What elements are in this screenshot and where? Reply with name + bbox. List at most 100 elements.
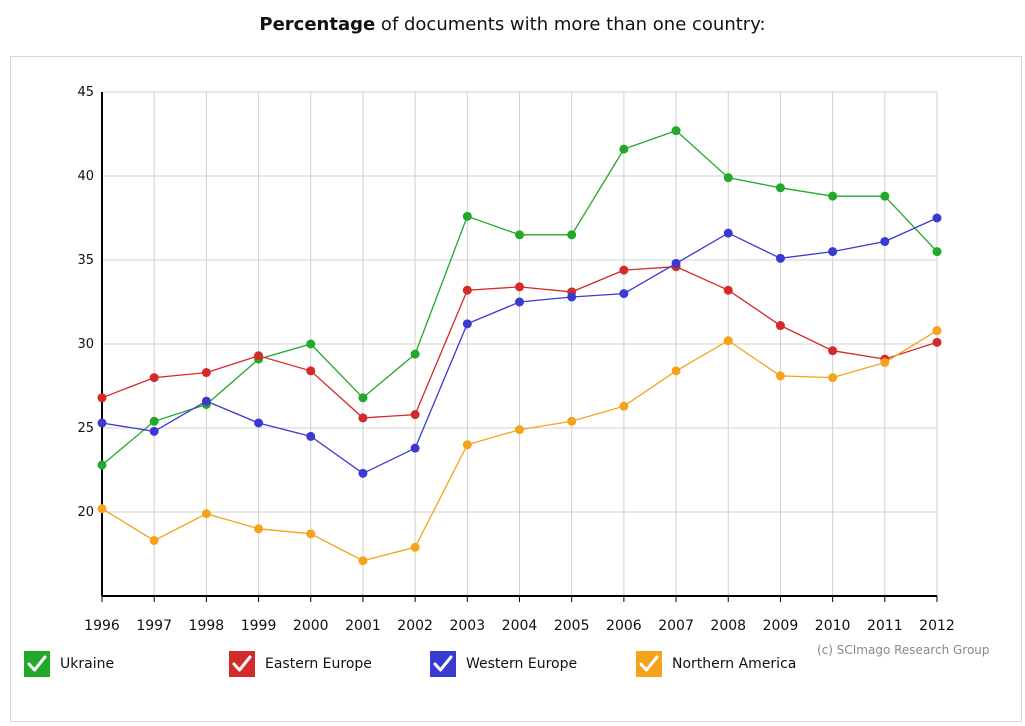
chart-title-bold: Percentage bbox=[259, 14, 376, 35]
data-point-ukraine bbox=[515, 230, 524, 240]
data-point-ukraine bbox=[723, 173, 733, 183]
data-point-northern-america bbox=[306, 529, 316, 539]
x-tick-label: 2002 bbox=[397, 618, 433, 634]
data-point-northern-america bbox=[254, 524, 264, 534]
chart-title-rest: of documents with more than one country: bbox=[375, 14, 766, 35]
legend-label: Northern America bbox=[672, 656, 797, 672]
x-tick-label: 2004 bbox=[502, 618, 538, 634]
data-point-ukraine bbox=[306, 339, 316, 349]
checkmark-icon[interactable] bbox=[229, 651, 255, 677]
data-point-northern-america bbox=[932, 326, 942, 336]
data-point-northern-america bbox=[201, 509, 211, 519]
data-point-ukraine bbox=[97, 460, 107, 470]
y-tick-label: 30 bbox=[77, 337, 94, 352]
data-point-western-europe bbox=[723, 228, 733, 238]
data-point-eastern-europe bbox=[828, 346, 838, 356]
x-tick-label: 1998 bbox=[189, 618, 225, 634]
data-point-western-europe bbox=[932, 213, 942, 223]
data-point-western-europe bbox=[880, 237, 890, 247]
data-point-northern-america bbox=[619, 401, 629, 411]
chart-title: Percentage of documents with more than o… bbox=[0, 14, 1025, 35]
x-tick-label: 1997 bbox=[136, 618, 172, 634]
data-point-northern-america bbox=[358, 556, 368, 566]
data-point-western-europe bbox=[97, 418, 107, 428]
legend-item-eastern-europe[interactable]: Eastern Europe bbox=[229, 651, 372, 677]
x-tick-label: 1999 bbox=[241, 618, 277, 634]
data-point-ukraine bbox=[410, 349, 420, 359]
data-point-western-europe bbox=[306, 431, 316, 441]
legend-label: Ukraine bbox=[60, 656, 115, 672]
y-tick-label: 45 bbox=[77, 85, 94, 100]
x-tick-label: 2003 bbox=[449, 618, 485, 634]
x-tick-label: 2007 bbox=[658, 618, 694, 634]
data-point-ukraine bbox=[671, 126, 681, 136]
data-point-western-europe bbox=[358, 468, 368, 478]
data-point-eastern-europe bbox=[149, 373, 159, 383]
data-point-eastern-europe bbox=[358, 413, 368, 423]
data-point-ukraine bbox=[932, 247, 942, 257]
data-point-western-europe bbox=[201, 396, 211, 406]
x-tick-label: 2001 bbox=[345, 618, 381, 634]
data-point-eastern-europe bbox=[462, 285, 472, 295]
x-tick-label: 2000 bbox=[293, 618, 329, 634]
chart-frame bbox=[10, 56, 1022, 722]
data-point-eastern-europe bbox=[410, 410, 420, 420]
data-point-northern-america bbox=[775, 371, 785, 381]
checkmark-icon[interactable] bbox=[430, 651, 456, 677]
data-point-northern-america bbox=[410, 542, 420, 552]
data-point-western-europe bbox=[775, 253, 785, 263]
data-point-eastern-europe bbox=[306, 366, 316, 376]
x-tick-label: 1996 bbox=[84, 618, 120, 634]
data-point-ukraine bbox=[149, 416, 159, 426]
data-point-northern-america bbox=[149, 536, 159, 546]
data-point-eastern-europe bbox=[201, 368, 211, 378]
data-point-eastern-europe bbox=[254, 351, 264, 361]
data-point-northern-america bbox=[515, 425, 524, 435]
data-point-northern-america bbox=[723, 336, 733, 346]
data-point-ukraine bbox=[358, 393, 368, 403]
data-point-northern-america bbox=[462, 440, 472, 450]
data-point-eastern-europe bbox=[932, 337, 942, 347]
x-tick-label: 2009 bbox=[763, 618, 799, 634]
data-point-ukraine bbox=[880, 191, 890, 201]
y-tick-label: 40 bbox=[77, 169, 94, 184]
data-point-ukraine bbox=[828, 191, 838, 201]
data-point-northern-america bbox=[97, 504, 107, 514]
legend-item-ukraine[interactable]: Ukraine bbox=[24, 651, 114, 677]
data-point-western-europe bbox=[567, 292, 577, 302]
data-point-eastern-europe bbox=[723, 285, 733, 295]
checkmark-icon[interactable] bbox=[24, 651, 50, 677]
x-tick-label: 2010 bbox=[815, 618, 851, 634]
x-tick-label: 2008 bbox=[710, 618, 746, 634]
data-point-northern-america bbox=[880, 357, 890, 367]
credit-text: (c) SCImago Research Group bbox=[817, 643, 990, 657]
data-point-northern-america bbox=[671, 366, 681, 376]
legend-label: Eastern Europe bbox=[265, 656, 372, 672]
x-tick-label: 2011 bbox=[867, 618, 903, 634]
y-tick-label: 35 bbox=[77, 253, 94, 268]
data-point-western-europe bbox=[149, 426, 159, 436]
y-tick-label: 25 bbox=[77, 421, 94, 436]
data-point-eastern-europe bbox=[515, 282, 524, 292]
data-point-ukraine bbox=[619, 144, 629, 154]
data-point-northern-america bbox=[828, 373, 838, 383]
x-tick-label: 2006 bbox=[606, 618, 642, 634]
x-tick-label: 2012 bbox=[919, 618, 955, 634]
data-point-eastern-europe bbox=[97, 393, 107, 403]
data-point-ukraine bbox=[567, 230, 577, 240]
data-point-western-europe bbox=[410, 443, 420, 453]
data-point-western-europe bbox=[671, 258, 681, 268]
y-tick-label: 20 bbox=[77, 505, 94, 520]
data-point-western-europe bbox=[828, 247, 838, 257]
data-point-western-europe bbox=[462, 319, 472, 329]
legend-item-western-europe[interactable]: Western Europe bbox=[430, 651, 577, 677]
data-point-western-europe bbox=[515, 297, 524, 307]
data-point-ukraine bbox=[462, 211, 472, 221]
data-point-western-europe bbox=[619, 289, 629, 299]
checkmark-icon[interactable] bbox=[636, 651, 662, 677]
data-point-ukraine bbox=[775, 183, 785, 193]
data-point-western-europe bbox=[254, 418, 264, 428]
legend-label: Western Europe bbox=[466, 656, 578, 672]
legend-item-northern-america[interactable]: Northern America bbox=[636, 651, 796, 677]
